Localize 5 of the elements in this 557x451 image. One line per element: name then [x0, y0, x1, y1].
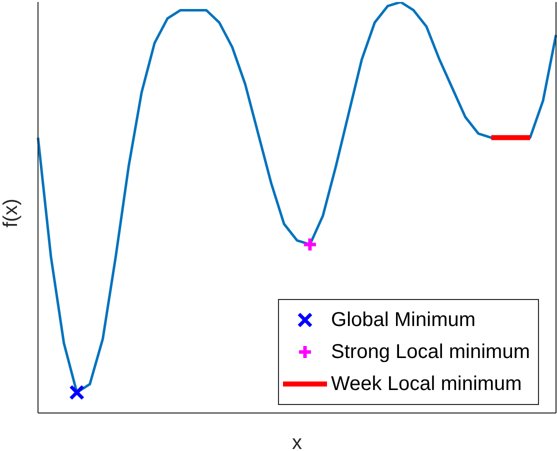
legend-label: Global Minimum — [331, 308, 476, 333]
y-axis-title: f(x) — [0, 198, 22, 228]
legend-label: Strong Local minimum — [331, 340, 530, 365]
legend-label: Week Local minimum — [331, 372, 522, 397]
x-axis-title: x — [292, 432, 302, 451]
